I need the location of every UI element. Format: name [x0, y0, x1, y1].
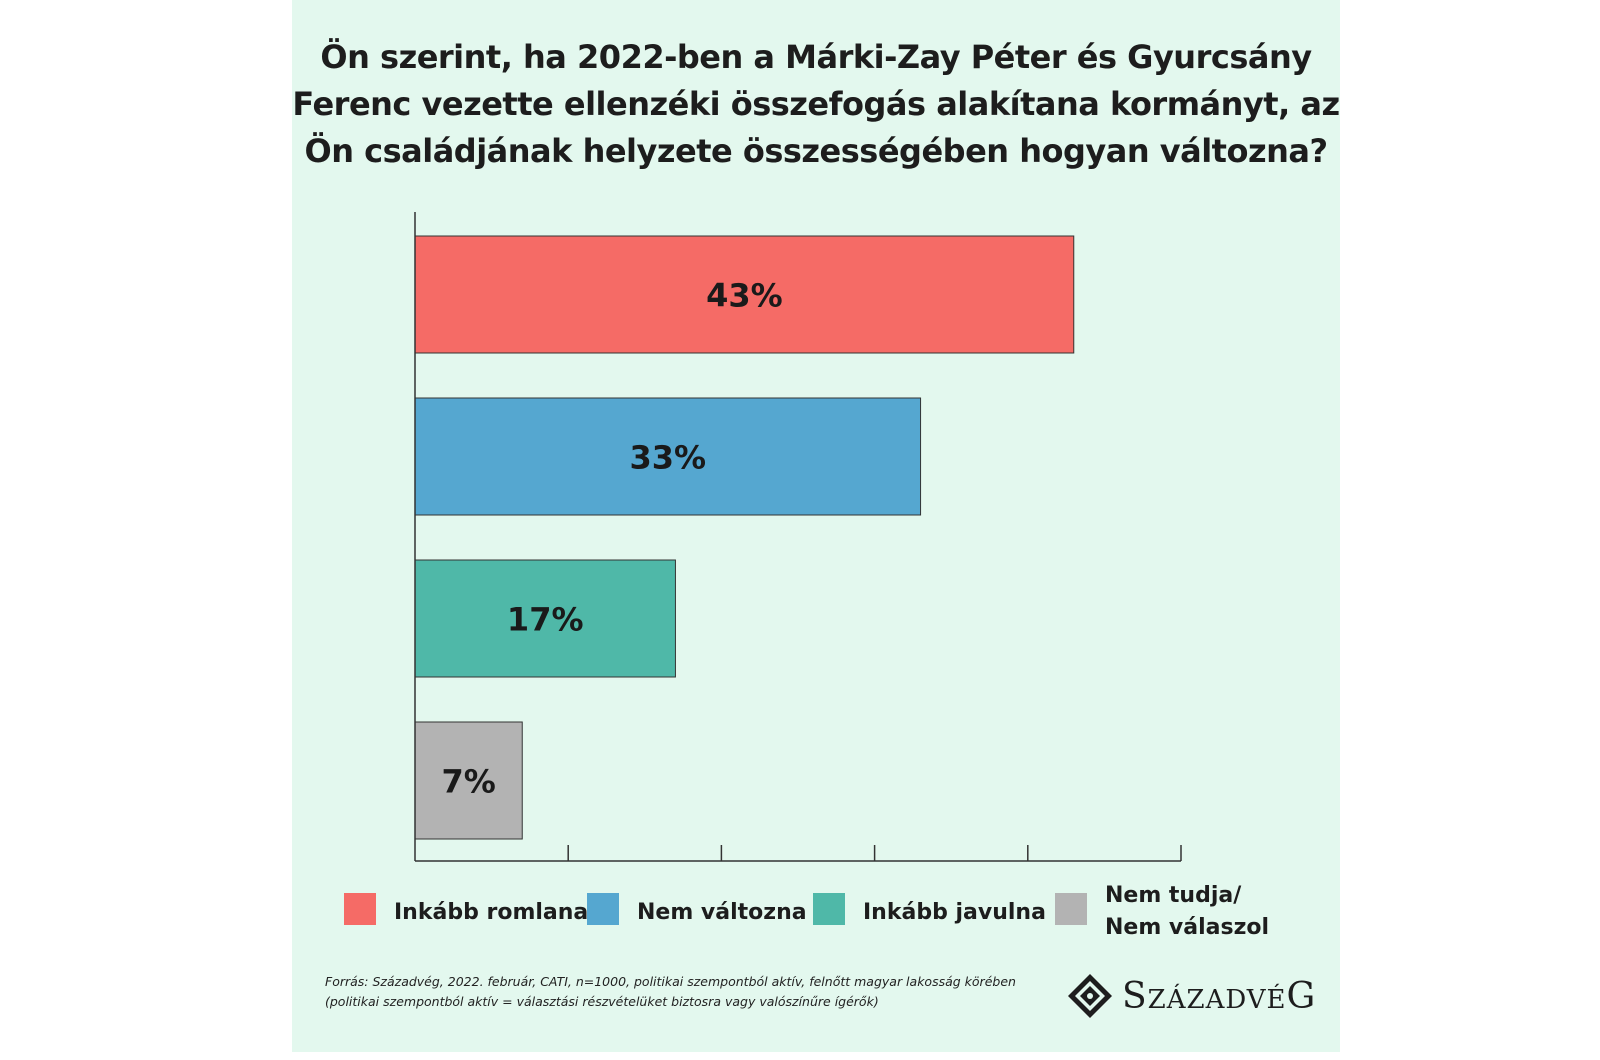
logo-wordmark: SZÁZADVÉG [1122, 976, 1317, 1017]
bar-value-label: 17% [507, 601, 584, 639]
legend-label-romlana: Inkább romlana [394, 900, 589, 925]
bar-value-label: 33% [629, 439, 706, 477]
bar-4 [414, 721, 523, 840]
legend-label-nem-valaszol: Nem válaszol [1105, 915, 1270, 940]
chart-title-line: Ön szerint, ha 2022-ben a Márki-Zay Péte… [320, 38, 1312, 76]
legend-label-javulna: Inkább javulna [863, 900, 1046, 925]
chart-title: Ön szerint, ha 2022-ben a Márki-Zay Péte… [292, 34, 1340, 175]
legend-swatch-romlana [344, 893, 376, 925]
szazadveg-logo: SZÁZADVÉG [1062, 970, 1315, 1022]
bar-value-label: 43% [706, 277, 783, 315]
chart-panel: Ön szerint, ha 2022-ben a Márki-Zay Péte… [292, 0, 1340, 1052]
legend-swatch-nem-tudja [1055, 893, 1087, 925]
source-note: Forrás: Századvég, 2022. február, CATI, … [325, 972, 1055, 1012]
diamond-emblem-icon [1068, 974, 1112, 1018]
bar-2 [414, 397, 922, 516]
chart-title-line: Ferenc vezette ellenzéki összefogás alak… [292, 85, 1340, 123]
bar-3 [414, 559, 676, 678]
bar-1 [414, 235, 1075, 354]
legend-swatch-nem-valtozna [587, 893, 619, 925]
source-line: (politikai szempontból aktív = választás… [325, 994, 879, 1009]
source-line: Forrás: Századvég, 2022. február, CATI, … [325, 974, 1016, 989]
legend-swatch-javulna [813, 893, 845, 925]
legend-label-nem-valtozna: Nem változna [637, 900, 807, 925]
bar-value-label: 7% [441, 763, 495, 801]
bar-chart: 43% 33% 17% 7% [414, 212, 1182, 862]
chart-title-line: Ön családjának helyzete összességében ho… [304, 132, 1329, 170]
legend-label-nem-tudja: Nem tudja/ [1105, 883, 1242, 908]
